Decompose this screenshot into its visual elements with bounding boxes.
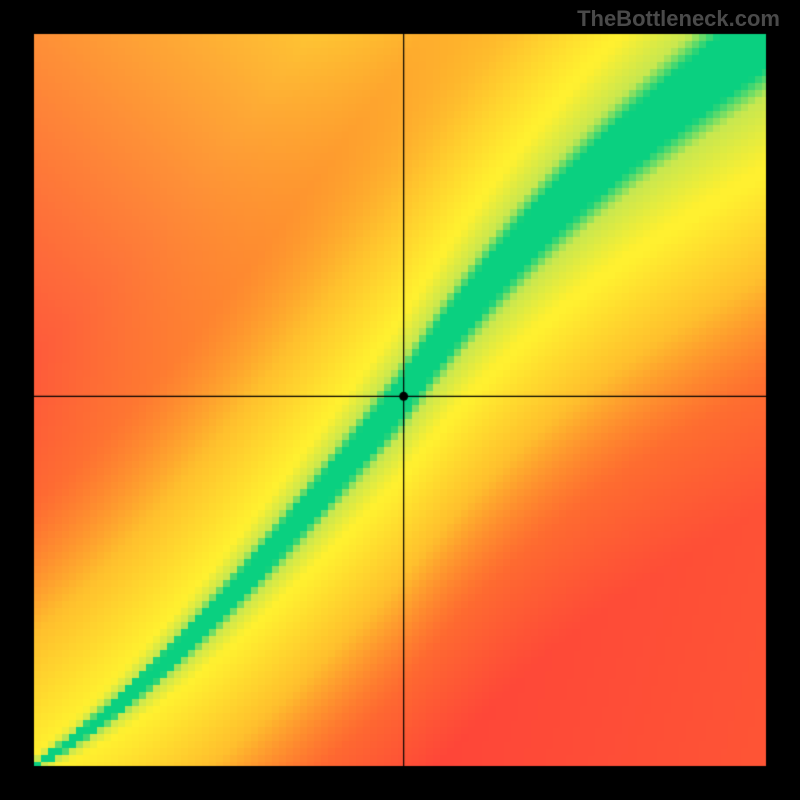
watermark-text: TheBottleneck.com bbox=[577, 6, 780, 32]
heatmap-canvas bbox=[0, 0, 800, 800]
chart-container: TheBottleneck.com bbox=[0, 0, 800, 800]
